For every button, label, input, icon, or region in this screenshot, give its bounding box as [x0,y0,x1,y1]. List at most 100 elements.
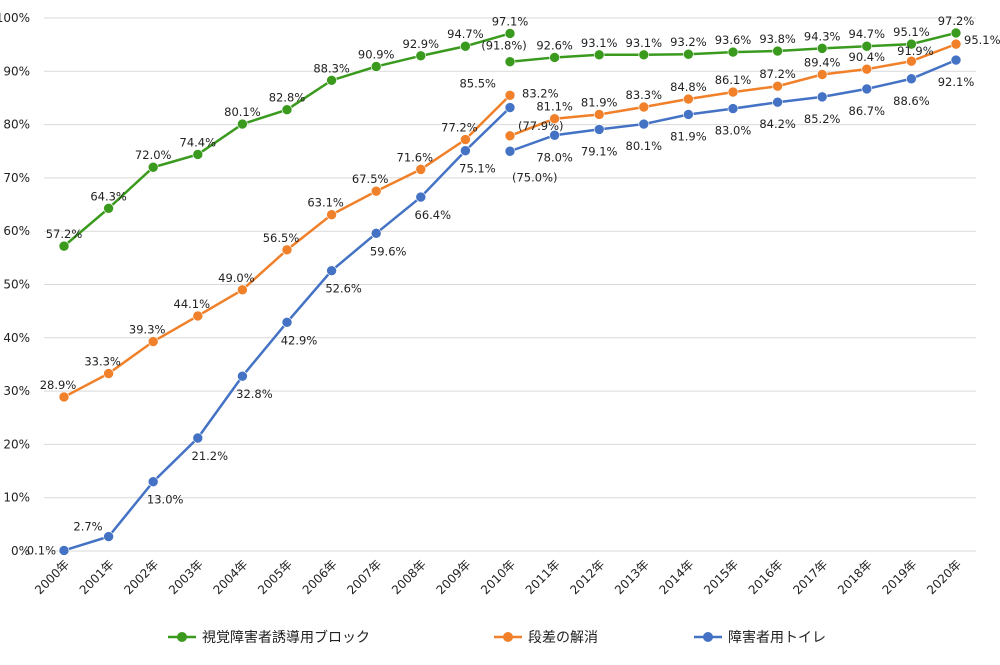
data-label: 93.1% [581,36,618,50]
data-label: 80.1% [626,139,663,153]
data-label: 52.6% [325,282,362,296]
data-label: 81.9% [581,95,618,109]
data-point [549,129,560,141]
data-point [237,370,248,382]
data-label: 33.3% [84,355,121,369]
x-tick-label: 2003年 [166,557,206,597]
series-2: 0.1% 2.7% 13.0% 21.2% 32.8% 42.9% 52.6% 59.6% 66… [27,54,974,557]
data-point [727,86,739,98]
x-tick-label: 2014年 [657,557,697,597]
x-tick-label: 2011年 [523,557,563,597]
data-label: 94.7% [447,27,484,41]
data-point [593,109,605,120]
data-point [237,118,248,130]
data-label: 85.5% [459,76,496,90]
data-label: 56.5% [263,231,300,245]
y-tick-label: 10% [3,491,30,505]
y-tick-label: 60% [3,224,30,238]
data-label: 28.9% [40,378,77,392]
legend-label: 段差の解消 [528,630,598,646]
data-label: 81.1% [536,100,573,114]
y-tick-label: 100% [0,11,30,25]
data-label: 32.8% [236,387,273,401]
data-point [192,310,204,322]
x-tick-label: 2007年 [344,557,384,597]
data-point [549,52,560,63]
data-point [504,102,516,113]
y-tick-label: 0% [11,544,30,558]
data-point [281,317,293,328]
data-point [281,244,293,256]
data-point [727,46,739,58]
data-label: (91.8%) [481,39,527,53]
data-point [504,130,516,142]
y-tick-label: 70% [3,171,30,185]
data-point [772,80,783,92]
data-point [593,124,605,135]
data-label: 2.7% [73,520,102,534]
data-label: 93.6% [715,33,752,47]
data-point [58,391,70,403]
data-label: 95.1% [964,33,1000,47]
data-label: 88.6% [893,94,930,108]
data-label: 85.2% [804,112,841,126]
x-tick-label: 2013年 [612,557,652,597]
data-point [950,54,962,66]
data-point [460,145,471,157]
data-label: 71.6% [397,150,434,164]
data-point [549,113,560,125]
x-tick-label: 2000年 [32,557,72,597]
data-point [950,27,962,39]
data-point [504,89,516,101]
data-label: 78.0% [536,150,573,164]
data-point [58,545,70,556]
data-label: 66.4% [415,208,452,222]
data-point [326,265,337,276]
data-label: 94.7% [849,27,886,41]
data-point [906,73,917,85]
data-point [638,49,650,61]
data-point [58,240,70,252]
data-point [192,149,204,160]
data-label: 93.8% [759,32,796,46]
data-label: 86.7% [849,104,886,118]
data-label: 90.9% [358,48,395,62]
data-point [370,185,382,197]
data-point [415,164,427,175]
data-label: 21.2% [192,449,229,463]
data-point [861,83,873,95]
data-label: 93.1% [626,36,663,50]
data-label: 87.2% [759,67,796,81]
data-label: 0.1% [27,543,56,557]
data-label: 39.3% [129,323,166,337]
y-tick-label: 90% [3,64,30,78]
data-label: 13.0% [147,493,184,507]
data-label: 82.8% [269,91,306,105]
data-point [147,161,159,173]
data-label: 89.4% [804,55,841,69]
x-tick-label: 2015年 [701,557,741,597]
data-label: 83.3% [626,88,663,102]
data-point [460,40,471,52]
series-1: 28.9% 33.3% 39.3% 44.1% 49.0% 56.5% 63.1% 67.5%… [40,33,1000,403]
data-point [415,191,427,203]
legend-item: 障害者用トイレ [694,630,826,646]
data-label: 93.2% [670,35,707,49]
data-point [861,40,873,52]
data-label: 42.9% [281,333,318,347]
x-tick-label: 2002年 [121,557,161,597]
data-point [103,368,114,379]
data-point [103,202,114,214]
data-point [906,55,917,67]
data-label: 64.3% [90,189,127,203]
data-label: 97.2% [938,14,975,28]
data-label: 83.0% [715,124,752,138]
data-label: 63.1% [307,196,344,210]
data-point [772,45,783,57]
data-point [861,63,873,75]
y-tick-label: 20% [3,437,30,451]
data-label: 92.6% [536,38,573,52]
data-point [727,103,739,114]
data-point [593,49,605,61]
